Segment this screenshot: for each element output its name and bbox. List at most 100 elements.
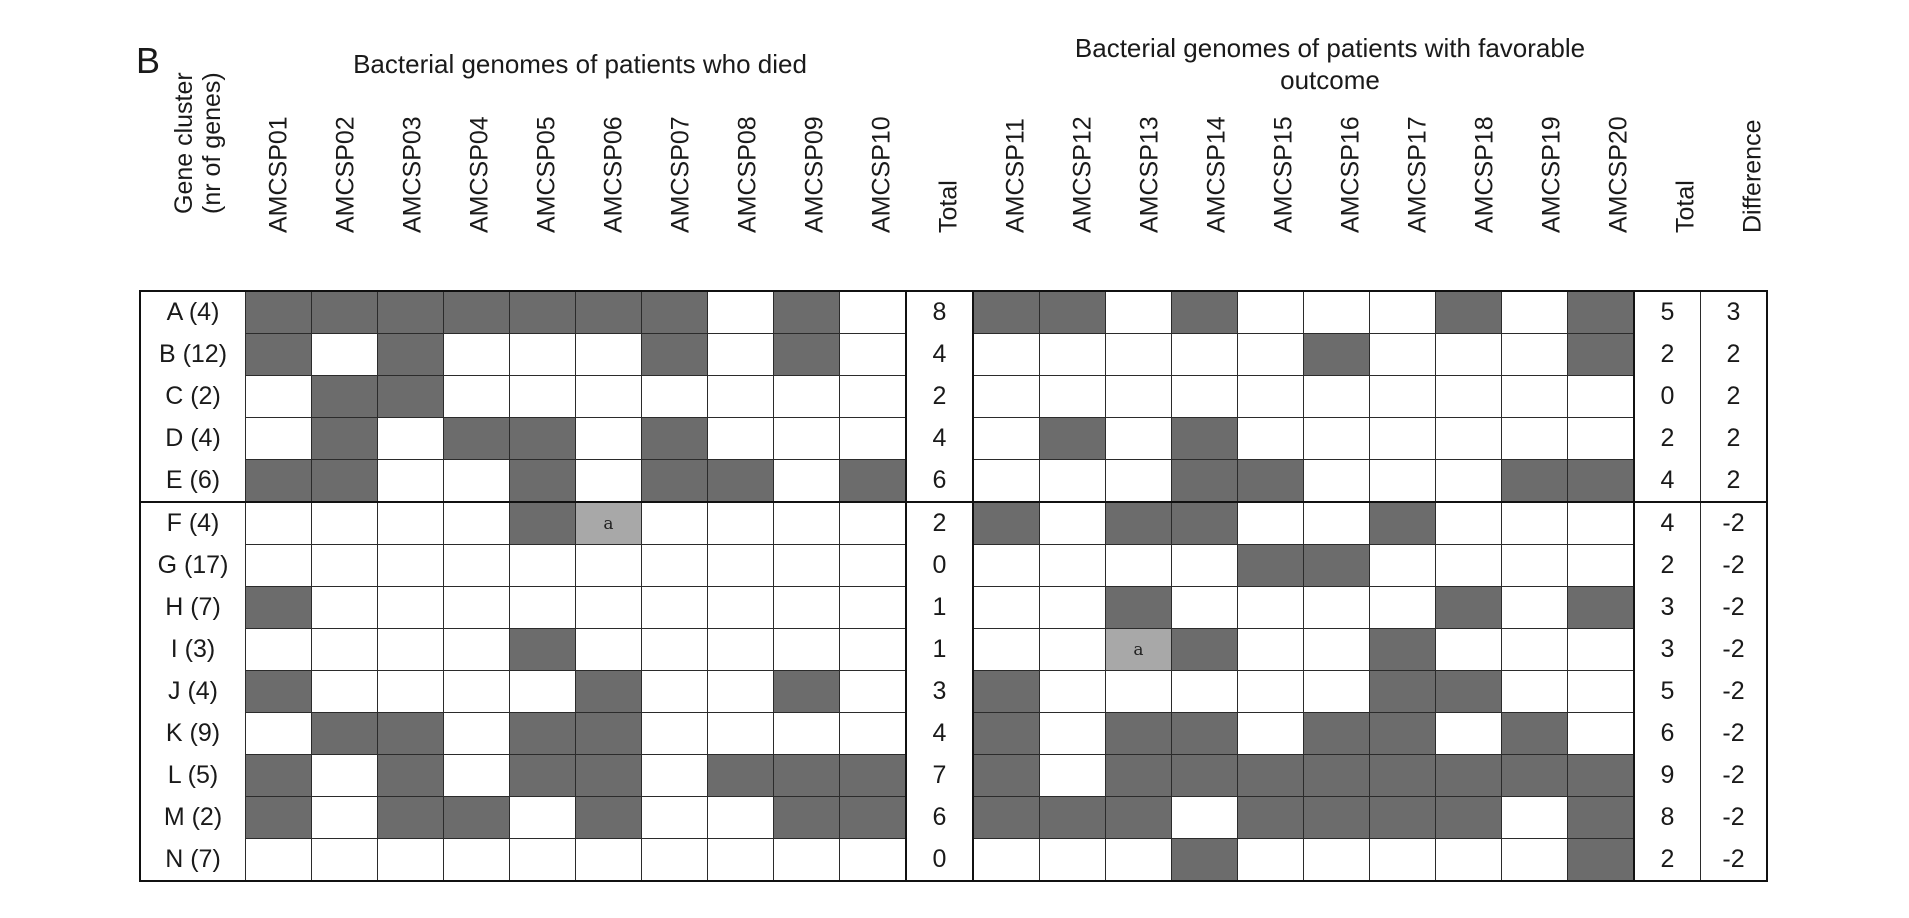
cell-amcsp20 <box>1567 754 1635 797</box>
total-died-cell: 8 <box>905 290 974 334</box>
group-title-died-text: Bacterial genomes of patients who died <box>353 49 807 79</box>
cell-amcsp06 <box>575 417 642 460</box>
column-header-amcsp15: AMCSP15 <box>1250 110 1317 260</box>
group-title-favorable: Bacterial genomes of patients with favor… <box>990 32 1670 96</box>
cell-amcsp12 <box>1039 838 1106 882</box>
cell-amcsp07 <box>641 712 708 755</box>
difference-cell: -2 <box>1700 670 1768 713</box>
cell-amcsp11 <box>972 375 1040 418</box>
cell-amcsp09 <box>773 290 840 334</box>
column-header-label: AMCSP08 <box>733 116 761 233</box>
cell-amcsp04 <box>443 838 510 882</box>
cell-amcsp08 <box>707 670 774 713</box>
row-header-text: Gene cluster (nr of genes) <box>170 72 226 214</box>
cell-amcsp07 <box>641 375 708 418</box>
cell-amcsp16 <box>1303 333 1370 376</box>
total-favorable-cell: 6 <box>1633 712 1701 755</box>
cell-amcsp13 <box>1105 670 1172 713</box>
cell-amcsp09 <box>773 586 840 629</box>
cell-amcsp10 <box>839 628 907 671</box>
cell-amcsp20 <box>1567 628 1635 671</box>
cell-amcsp03 <box>377 333 444 376</box>
column-header-label: AMCSP07 <box>666 116 694 233</box>
cell-amcsp14 <box>1171 754 1238 797</box>
column-header-label: AMCSP13 <box>1135 116 1163 233</box>
row-label: M (2) <box>139 796 246 839</box>
column-header-amcsp18: AMCSP18 <box>1451 110 1518 260</box>
cell-amcsp10 <box>839 290 907 334</box>
total-favorable-cell: 2 <box>1633 838 1701 882</box>
cell-amcsp18 <box>1435 628 1502 671</box>
row-label: K (9) <box>139 712 246 755</box>
cell-amcsp04 <box>443 417 510 460</box>
table-row: I (3) 1 a 3 -2 <box>139 628 1768 671</box>
cell-amcsp15 <box>1237 459 1304 503</box>
difference-cell: -2 <box>1700 586 1768 629</box>
cell-amcsp06 <box>575 375 642 418</box>
cell-amcsp15 <box>1237 544 1304 587</box>
cell-amcsp10 <box>839 586 907 629</box>
difference-cell: -2 <box>1700 501 1768 545</box>
cell-amcsp02 <box>311 754 378 797</box>
cell-amcsp01 <box>245 375 312 418</box>
column-header-amcsp06: AMCSP06 <box>580 110 647 260</box>
column-header-label: Total <box>934 180 962 233</box>
cell-amcsp16 <box>1303 712 1370 755</box>
cell-amcsp19 <box>1501 544 1568 587</box>
cell-amcsp09 <box>773 628 840 671</box>
cell-amcsp14 <box>1171 796 1238 839</box>
cell-amcsp01 <box>245 459 312 503</box>
column-header-amcsp02: AMCSP02 <box>312 110 379 260</box>
cell-amcsp06 <box>575 796 642 839</box>
cell-amcsp05 <box>509 838 576 882</box>
cell-amcsp07 <box>641 754 708 797</box>
cell-amcsp15 <box>1237 670 1304 713</box>
cell-amcsp07 <box>641 586 708 629</box>
cell-amcsp04 <box>443 670 510 713</box>
cell-amcsp12 <box>1039 586 1106 629</box>
cell-amcsp05 <box>509 712 576 755</box>
cell-amcsp14 <box>1171 459 1238 503</box>
cell-amcsp14 <box>1171 417 1238 460</box>
table-row: A (4) 8 5 3 <box>139 290 1768 334</box>
cell-amcsp20 <box>1567 417 1635 460</box>
cell-amcsp09 <box>773 375 840 418</box>
difference-cell: 2 <box>1700 333 1768 376</box>
cell-amcsp09 <box>773 501 840 545</box>
cell-amcsp20 <box>1567 712 1635 755</box>
difference-cell: -2 <box>1700 544 1768 587</box>
cell-amcsp06 <box>575 670 642 713</box>
cell-amcsp10 <box>839 796 907 839</box>
cell-amcsp18 <box>1435 754 1502 797</box>
cell-amcsp03 <box>377 754 444 797</box>
cell-amcsp15 <box>1237 290 1304 334</box>
cell-amcsp18 <box>1435 501 1502 545</box>
column-header-amcsp19: AMCSP19 <box>1518 110 1585 260</box>
cell-amcsp03 <box>377 628 444 671</box>
column-header-label: AMCSP15 <box>1269 116 1297 233</box>
cell-amcsp10 <box>839 333 907 376</box>
cell-amcsp01 <box>245 628 312 671</box>
cell-amcsp18 <box>1435 417 1502 460</box>
cell-amcsp17 <box>1369 796 1436 839</box>
cell-amcsp16 <box>1303 417 1370 460</box>
cell-amcsp11 <box>972 586 1040 629</box>
cell-amcsp08 <box>707 544 774 587</box>
cell-amcsp12 <box>1039 670 1106 713</box>
cell-amcsp11 <box>972 290 1040 334</box>
cell-amcsp20 <box>1567 290 1635 334</box>
column-header-label: AMCSP02 <box>331 116 359 233</box>
cell-amcsp02 <box>311 290 378 334</box>
table-row: B (12) 4 2 2 <box>139 333 1768 376</box>
cell-amcsp04 <box>443 544 510 587</box>
cell-amcsp06 <box>575 459 642 503</box>
cell-amcsp03 <box>377 375 444 418</box>
cell-amcsp20 <box>1567 838 1635 882</box>
group-title-died: Bacterial genomes of patients who died <box>240 48 920 80</box>
cell-amcsp08 <box>707 754 774 797</box>
cell-amcsp17 <box>1369 754 1436 797</box>
row-label: H (7) <box>139 586 246 629</box>
cell-amcsp20 <box>1567 586 1635 629</box>
cell-amcsp14 <box>1171 333 1238 376</box>
cell-amcsp15 <box>1237 838 1304 882</box>
